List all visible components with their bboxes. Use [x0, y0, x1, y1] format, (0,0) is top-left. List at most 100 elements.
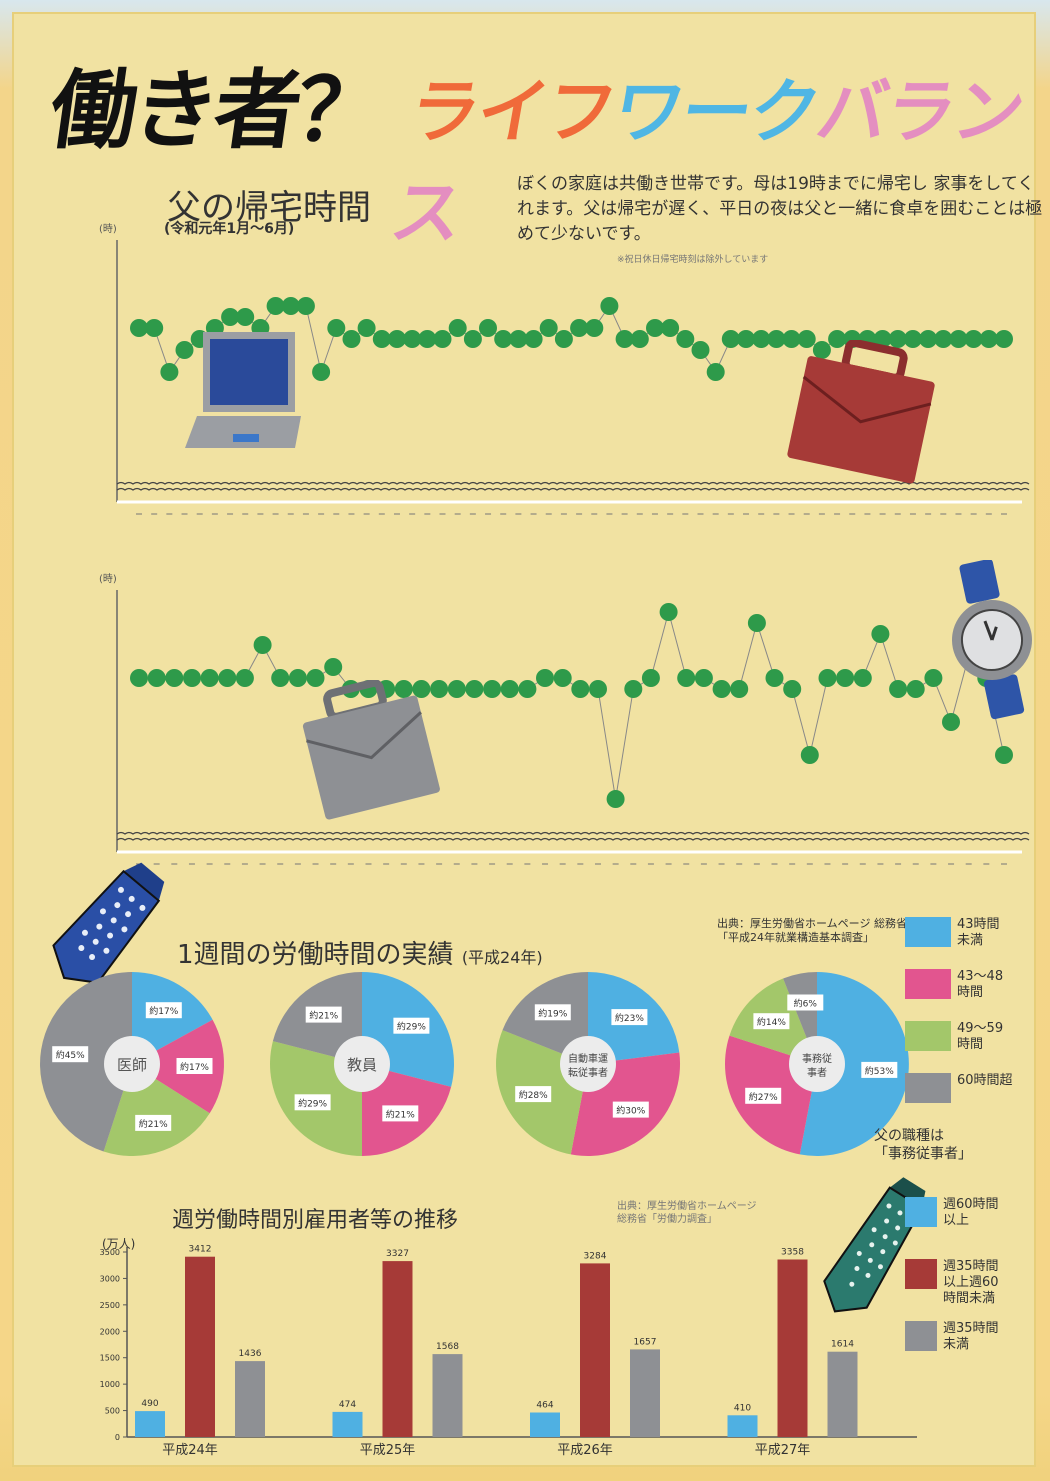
data-point [465, 680, 484, 698]
pie-legend: 43時間 未満 43～48 時間 49～59 時間 60時間超 [905, 917, 1035, 1127]
slice-label-bg [745, 1087, 782, 1104]
y-unit: (万人) [102, 1237, 135, 1251]
data-point [730, 680, 749, 698]
category-label: 平成24年 [162, 1443, 218, 1458]
data-point [342, 330, 361, 348]
father-job-note: 父の職種は 「事務従事者」 [874, 1128, 972, 1162]
data-point [553, 669, 572, 687]
bar-value-label: 1657 [634, 1337, 657, 1347]
data-point [630, 330, 649, 348]
data-point [676, 330, 695, 348]
data-point [737, 330, 755, 348]
data-point [271, 669, 290, 687]
y-tick-label: 3000 [100, 1274, 120, 1283]
y-tick-label: 500 [105, 1407, 120, 1416]
data-point [430, 680, 449, 698]
slice-label: 約19% [538, 1007, 567, 1019]
data-point [388, 330, 406, 348]
slice-label-bg [294, 1094, 331, 1111]
pie-source: 出典：厚生労働省ホームページ 総務省「平成24年就業構造基本調査」 [717, 917, 907, 944]
necktie-blue-icon [52, 862, 165, 984]
data-point [394, 680, 413, 698]
data-point [677, 669, 696, 687]
data-point [641, 669, 660, 687]
data-point [463, 330, 482, 348]
data-point [747, 614, 766, 632]
axis-break-2 [116, 487, 1030, 491]
legend-label: 49～59 時間 [957, 1021, 1004, 1052]
y-unit: (時) [99, 223, 117, 235]
data-point [218, 669, 237, 687]
y-tick-label: 2500 [100, 1301, 120, 1310]
legend-label: 43時間 未満 [957, 917, 1000, 948]
slice-label: 約29% [298, 1097, 327, 1109]
pie-center [789, 1036, 845, 1092]
data-point [183, 669, 201, 687]
slice-label-bg [135, 1114, 172, 1131]
data-point [494, 330, 513, 348]
data-point [903, 330, 922, 348]
data-point [418, 330, 437, 348]
slice-label: 約23% [615, 1012, 644, 1024]
data-point [606, 790, 625, 808]
data-point [712, 680, 731, 698]
slice-label: 約17% [149, 1005, 178, 1017]
data-point [570, 319, 589, 337]
data-point [357, 319, 376, 337]
bar [432, 1354, 463, 1437]
data-point [403, 330, 422, 348]
slice-label-bg [393, 1017, 430, 1034]
axis-break [116, 481, 1030, 485]
slice-label: 約14% [757, 1016, 786, 1028]
data-point [539, 319, 558, 337]
slice-label-bg [753, 1013, 790, 1030]
note-text: ※祝日休日帰宅時刻は除外しています [617, 255, 769, 265]
data-point [147, 669, 166, 687]
legend-swatch [905, 969, 951, 999]
data-point [694, 669, 713, 687]
description-text: ぼくの家庭は共働き世帯です。母は19時までに帰宅し 家事をしてくれます。父は帰宅… [517, 174, 1043, 244]
data-point [765, 669, 784, 687]
category-label: 平成26年 [557, 1443, 613, 1458]
data-point [324, 658, 343, 676]
data-point [554, 330, 573, 348]
data-point [509, 330, 528, 348]
data-point [721, 330, 740, 348]
bar-value-label: 3358 [781, 1248, 804, 1258]
legend-swatch [905, 1073, 951, 1103]
pie-center-label: 教員 [347, 1056, 377, 1074]
axis-break [116, 831, 1030, 835]
line-chart-2: (時) [99, 573, 1030, 865]
pie-center [334, 1036, 390, 1092]
data-point [853, 669, 872, 687]
slice-label-bg [612, 1101, 649, 1118]
bar-value-label: 410 [734, 1403, 751, 1413]
y-tick-label: 2000 [100, 1327, 120, 1336]
data-point [800, 746, 819, 764]
data-point [447, 680, 466, 698]
data-point [964, 330, 983, 348]
bar [530, 1412, 560, 1437]
data-point [919, 330, 938, 348]
slice-label: 約28% [519, 1089, 548, 1101]
data-point [536, 669, 554, 687]
bar-value-label: 474 [339, 1400, 356, 1410]
data-point [752, 330, 771, 348]
data-point [873, 330, 892, 348]
laptop-icon [185, 332, 301, 448]
y-tick-label: 3500 [100, 1248, 120, 1257]
father-chart-title: 父の帰宅時間 [167, 188, 371, 228]
pie-center-label-2: 転従事者 [568, 1066, 608, 1079]
bar [777, 1259, 808, 1437]
category-label: 平成25年 [360, 1443, 416, 1458]
y-unit: (時) [99, 573, 117, 585]
data-point [871, 625, 890, 643]
bar [135, 1411, 165, 1437]
slice-label: 約27% [749, 1091, 778, 1103]
data-point [949, 330, 968, 348]
pie-charts: 約17%約17%約21%約45% 医師約29%約21%約29%約21%教員約23%… [40, 972, 909, 1157]
data-point [175, 341, 194, 359]
data-point [327, 319, 346, 337]
data-point [889, 680, 908, 698]
data-point [288, 669, 307, 687]
